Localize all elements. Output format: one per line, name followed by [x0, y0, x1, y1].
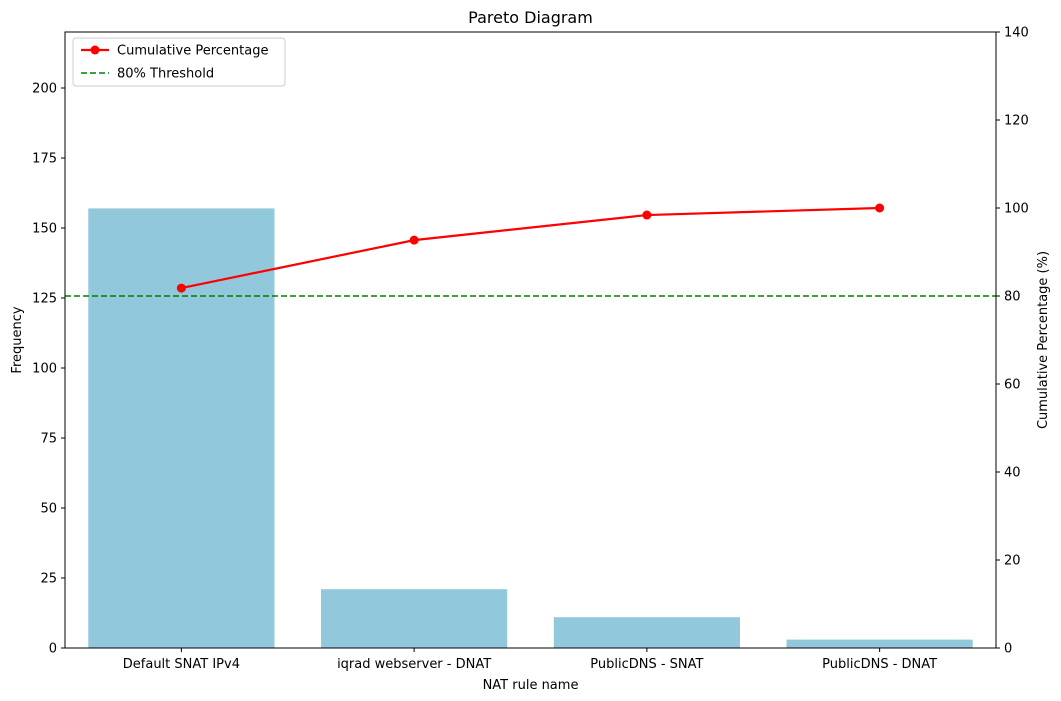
cumulative-point-2: [642, 210, 652, 220]
bar-3: [786, 639, 973, 648]
y2-tick-label-4: 80: [1004, 290, 1021, 305]
cumulative-point-1: [409, 235, 419, 245]
y-tick-label-2: 50: [40, 502, 57, 517]
x-tick-label-3: PublicDNS - DNAT: [822, 657, 937, 672]
y2-tick-label-0: 0: [1004, 642, 1012, 657]
y-tick-label-1: 25: [40, 572, 57, 587]
x-tick-label-1: iqrad webserver - DNAT: [337, 657, 491, 672]
cumulative-point-3: [875, 203, 885, 213]
legend-marker-0: [90, 45, 100, 55]
y2-axis-label: Cumulative Percentage (%): [1036, 251, 1051, 429]
y2-tick-label-5: 100: [1004, 202, 1029, 217]
bar-1: [321, 589, 508, 648]
legend: Cumulative Percentage 80% Threshold: [72, 37, 286, 87]
bar-2: [553, 617, 740, 648]
y2-tick-label-1: 20: [1004, 554, 1021, 569]
plot-frame: [64, 31, 997, 649]
cumulative-line: [181, 206, 880, 290]
y-tick-label-4: 100: [32, 362, 57, 377]
y-tick-label-0: 0: [49, 642, 57, 657]
cumulative-point-0: [176, 283, 186, 293]
y-tick-label-7: 175: [32, 152, 57, 167]
y2-tick-label-3: 60: [1004, 378, 1021, 393]
x-tick-label-2: PublicDNS - SNAT: [590, 657, 703, 672]
legend-box: [72, 37, 286, 87]
y2-axis-ticks: 0 20 40 60 80 100 120 140: [996, 26, 1029, 657]
y-tick-label-8: 200: [32, 82, 57, 97]
y2-tick-label-2: 40: [1004, 466, 1021, 481]
y-tick-label-3: 75: [40, 432, 57, 447]
bar-layer: [88, 208, 973, 648]
y2-tick-label-6: 120: [1004, 114, 1029, 129]
x-axis-ticks: Default SNAT IPv4 iqrad webserver - DNAT P…: [123, 648, 937, 672]
legend-label-1: 80% Threshold: [117, 67, 214, 82]
chart-title: Pareto Diagram: [468, 8, 593, 27]
x-axis-label: NAT rule name: [483, 678, 579, 693]
y2-tick-label-7: 140: [1004, 26, 1029, 41]
y-axis-ticks: 0 25 50 75 100 125 150 175 200: [32, 82, 65, 657]
x-tick-label-0: Default SNAT IPv4: [123, 657, 240, 672]
y-tick-label-6: 150: [32, 222, 57, 237]
cumulative-line-layer: [176, 203, 885, 293]
y-axis-label: Frequency: [10, 306, 25, 373]
bar-0: [88, 208, 275, 648]
legend-label-0: Cumulative Percentage: [117, 44, 268, 59]
y-tick-label-5: 125: [32, 292, 57, 307]
